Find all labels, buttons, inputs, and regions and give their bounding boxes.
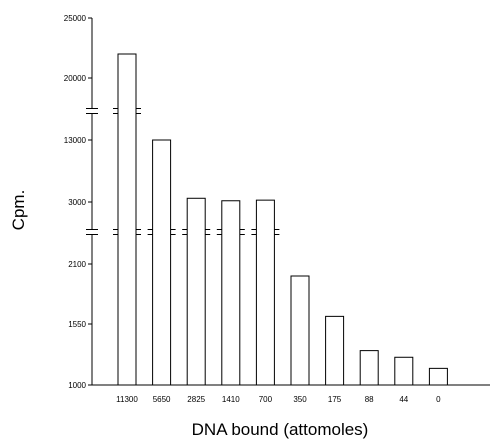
x-tick-label: 2825 xyxy=(187,395,205,404)
x-tick-label: 11300 xyxy=(116,395,138,404)
bar-350 xyxy=(290,275,310,386)
bar-88 xyxy=(359,350,379,386)
x-tick-label: 0 xyxy=(436,395,441,404)
axes xyxy=(85,18,490,386)
bar xyxy=(394,356,414,386)
y-axis-label: Cpm. xyxy=(9,190,28,231)
y-axis-break-mark xyxy=(85,229,99,235)
x-tick-label: 700 xyxy=(259,395,273,404)
x-tick-label: 350 xyxy=(293,395,307,404)
x-tick-label: 44 xyxy=(399,395,408,404)
x-tick-label: 5650 xyxy=(153,395,171,404)
x-tick-label: 1410 xyxy=(222,395,240,404)
y-axis-break-mark xyxy=(85,108,99,114)
y-tick-label: 1550 xyxy=(68,320,86,329)
x-axis-label: DNA bound (attomoles) xyxy=(192,420,369,439)
bar xyxy=(325,315,345,386)
y-tick-label: 2100 xyxy=(68,260,86,269)
y-ticks: 1000 1550 2100 3000 13000 20000 25000 xyxy=(64,14,92,390)
bar-44 xyxy=(394,356,414,386)
bar-175 xyxy=(325,315,345,386)
bar xyxy=(290,275,310,386)
y-tick-label: 25000 xyxy=(64,14,87,23)
y-tick-label: 3000 xyxy=(68,198,86,207)
bar-700 xyxy=(255,199,275,386)
y-tick-label: 20000 xyxy=(64,74,87,83)
bar xyxy=(359,350,379,386)
bar-5650 xyxy=(152,139,172,386)
bar xyxy=(117,53,137,386)
bar xyxy=(221,200,241,386)
bar xyxy=(152,139,172,386)
bar xyxy=(428,367,448,386)
bar-2825 xyxy=(186,197,206,386)
bar-1410 xyxy=(221,200,241,386)
x-tick-label: 175 xyxy=(328,395,342,404)
x-tick-label: 88 xyxy=(365,395,374,404)
bar-0 xyxy=(428,367,448,386)
bar xyxy=(255,199,275,386)
bar xyxy=(186,197,206,386)
y-tick-label: 1000 xyxy=(68,381,86,390)
y-tick-label: 13000 xyxy=(64,136,87,145)
bar-11300 xyxy=(117,53,137,386)
x-ticks: 11300 5650 2825 1410 700 350 175 88 44 0 xyxy=(116,395,441,404)
bars xyxy=(117,53,448,386)
